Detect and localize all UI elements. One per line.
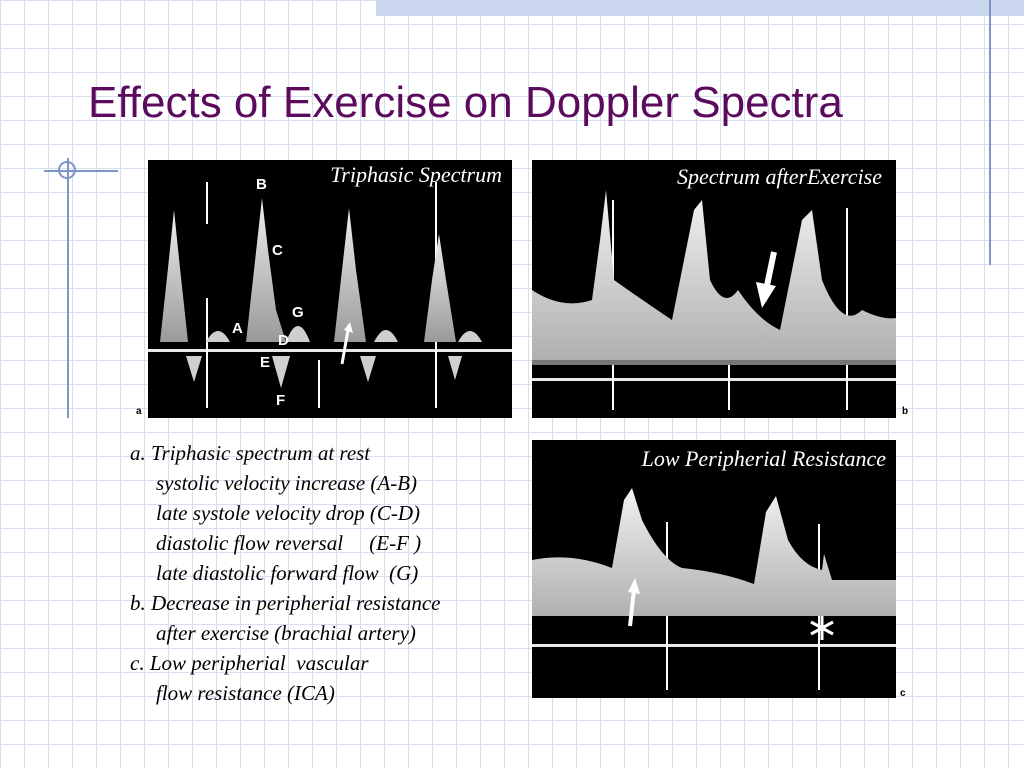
panel-a-letter: a — [136, 406, 142, 417]
label-a: A — [232, 320, 243, 337]
label-f: F — [276, 392, 286, 409]
low-resistance-waveform — [532, 488, 896, 690]
desc-a-line4: late diastolic forward flow (G) — [156, 561, 419, 585]
triphasic-waveform — [148, 182, 512, 408]
desc-b-title: b. Decrease in peripherial resistance — [130, 591, 441, 615]
panel-a-caption: Triphasic Spectrum — [330, 162, 502, 187]
desc-b-line1: after exercise (brachial artery) — [156, 621, 416, 645]
decor-circle — [58, 161, 76, 179]
panel-b-letter: b — [902, 406, 909, 417]
panel-spectrum-after-exercise: Spectrum afterExercise — [532, 160, 896, 418]
desc-a-title: a. Triphasic spectrum at rest — [130, 441, 371, 465]
desc-a-line1: systolic velocity increase (A-B) — [156, 471, 418, 495]
decor-vertical-line-left — [67, 158, 69, 418]
description-block: a. Triphasic spectrum at rest systolic v… — [130, 438, 530, 708]
decor-horizontal-line — [44, 170, 118, 172]
asterisk-icon — [810, 616, 834, 640]
top-decor-bar — [376, 0, 1024, 16]
label-e: E — [260, 354, 271, 371]
exercise-waveform — [532, 190, 896, 410]
desc-c-line1: flow resistance (ICA) — [156, 681, 335, 705]
decor-vertical-line-right — [989, 0, 991, 265]
label-c: C — [272, 242, 283, 259]
desc-c-title: c. Low peripherial vascular — [130, 651, 369, 675]
panel-c-caption: Low Peripherial Resistance — [641, 446, 886, 471]
desc-a-line3: diastolic flow reversal (E-F ) — [156, 531, 422, 555]
desc-a-line2: late systole velocity drop (C-D) — [156, 501, 420, 525]
panel-triphasic-spectrum: Triphasic Spectrum B C G A D E F — [148, 160, 512, 418]
panel-b-caption: Spectrum afterExercise — [676, 164, 882, 189]
panel-low-peripheral-resistance: Low Peripherial Resistance — [532, 440, 896, 698]
label-g: G — [292, 304, 304, 321]
slide-title: Effects of Exercise on Doppler Spectra — [88, 78, 843, 127]
label-b: B — [256, 176, 267, 193]
panel-c-letter: c — [900, 688, 906, 699]
label-d: D — [278, 332, 289, 349]
